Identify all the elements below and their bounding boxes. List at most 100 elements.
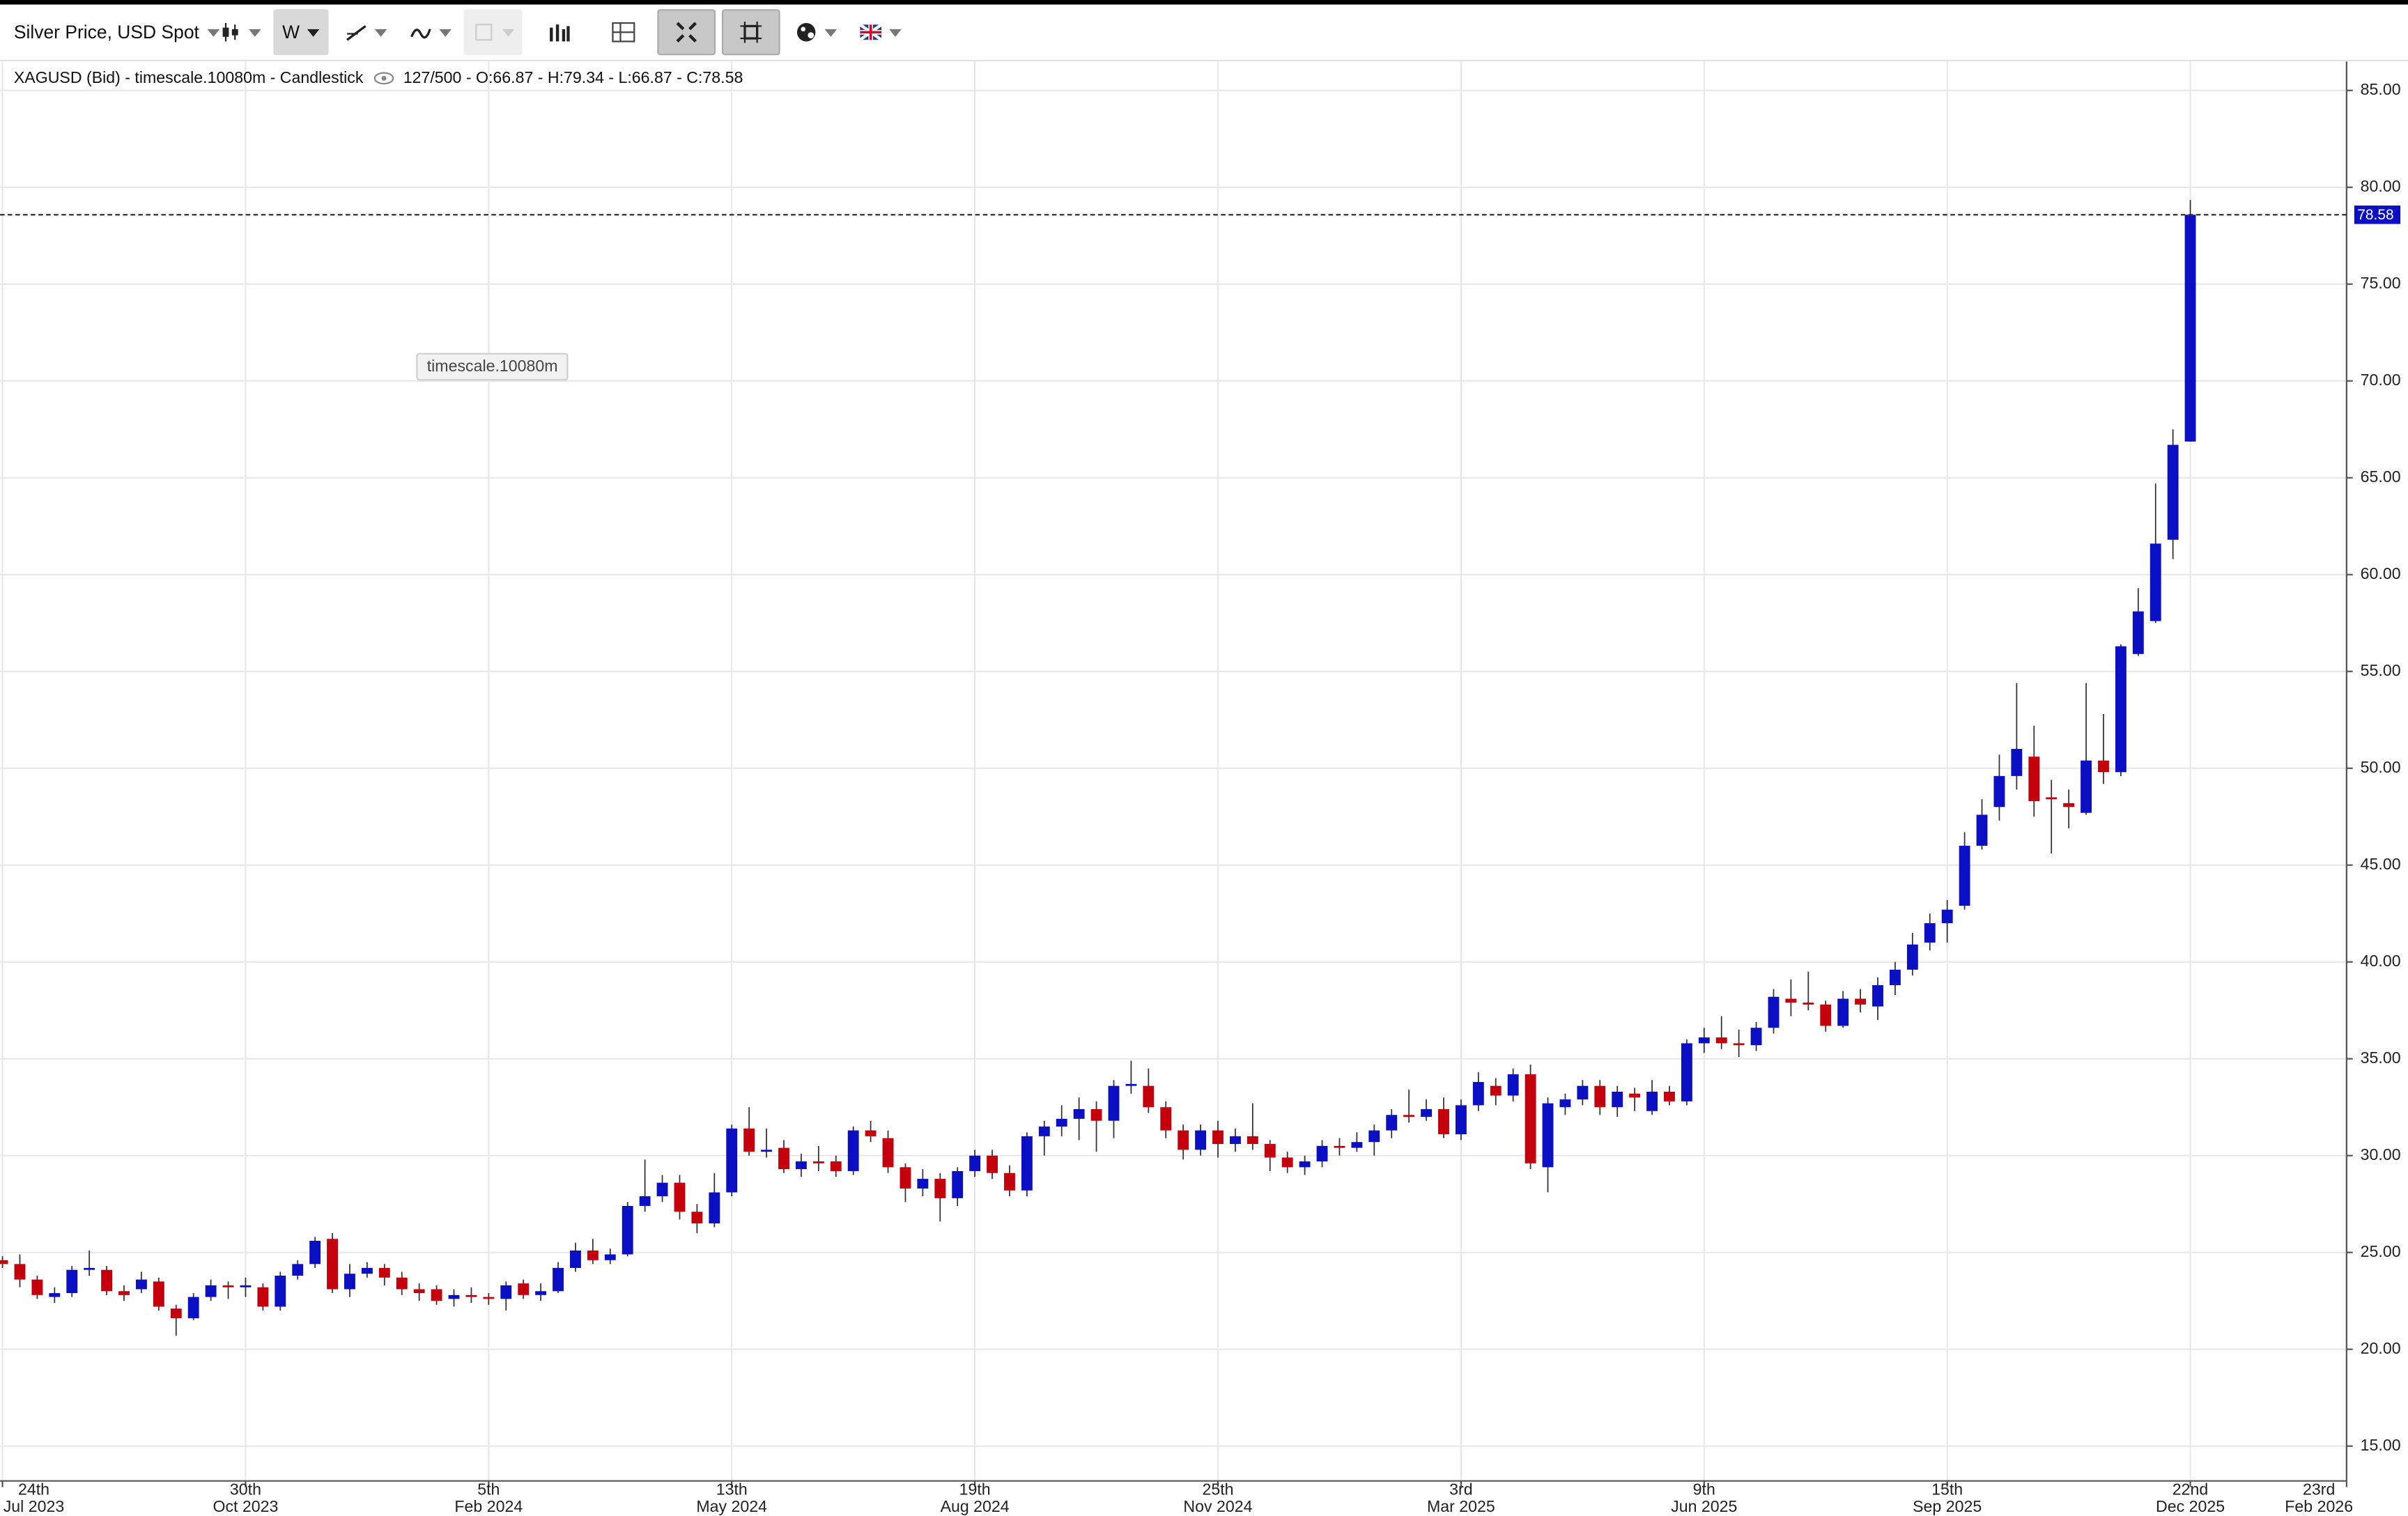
x-tick-label: 25th Nov 2024 xyxy=(1183,1480,1253,1516)
candle-body xyxy=(743,1128,755,1152)
interval: W xyxy=(282,21,300,43)
candle-body xyxy=(1299,1161,1311,1168)
candle-body xyxy=(847,1130,859,1171)
language-button[interactable] xyxy=(857,9,903,55)
candle-body xyxy=(1368,1130,1380,1143)
top-bar xyxy=(0,0,2408,5)
instrument-name: Silver Price, USD Spot xyxy=(13,21,199,43)
x-tick-label: 24th Jul 2023 xyxy=(3,1480,65,1516)
crosshair-button[interactable] xyxy=(605,9,642,55)
candle-body xyxy=(118,1291,130,1295)
candle-body xyxy=(1681,1043,1692,1101)
candle-body xyxy=(1559,1099,1571,1108)
candle-body xyxy=(49,1293,61,1297)
candle-body xyxy=(14,1264,26,1280)
instrument-select[interactable]: Silver Price, USD Spot xyxy=(14,9,219,55)
candle-body xyxy=(1629,1093,1641,1098)
candle-body xyxy=(309,1241,321,1264)
fullscreen-button[interactable] xyxy=(657,9,716,56)
candle-body xyxy=(1820,1004,1832,1026)
indicator-button[interactable] xyxy=(406,9,455,55)
x-tick-label: 3rd Mar 2025 xyxy=(1426,1480,1495,1516)
indicator-icon xyxy=(410,29,431,39)
y-tick-label: 70.00 xyxy=(2361,371,2401,389)
candle-body xyxy=(570,1250,581,1268)
candle-body xyxy=(1577,1085,1589,1100)
volume-button[interactable] xyxy=(541,9,578,55)
chart-type-button[interactable] xyxy=(215,9,265,55)
candle-body xyxy=(2011,748,2023,776)
candle-body xyxy=(518,1283,530,1295)
candle-body xyxy=(900,1167,911,1189)
candle-body xyxy=(1976,814,1988,846)
y-tick-label: 85.00 xyxy=(2361,80,2401,98)
candle-body xyxy=(1038,1126,1050,1136)
candle-body xyxy=(1959,845,1970,906)
candle-body xyxy=(1212,1130,1224,1145)
candle-body xyxy=(135,1279,147,1290)
x-tick-label: 30th Oct 2023 xyxy=(213,1480,279,1516)
candle-body xyxy=(1004,1173,1015,1191)
candle-body xyxy=(2167,444,2179,540)
candle-body xyxy=(1230,1136,1241,1145)
candle-body xyxy=(413,1289,425,1294)
palette-icon xyxy=(796,23,815,42)
toolbar: Silver Price, USD Spot W xyxy=(0,4,2408,62)
candle-body xyxy=(622,1205,633,1255)
candle-body xyxy=(795,1161,807,1170)
y-tick-label: 20.00 xyxy=(2361,1339,2401,1357)
candle-body xyxy=(2132,611,2144,654)
candle-body xyxy=(1160,1107,1172,1131)
candle-body xyxy=(378,1267,390,1278)
candle-body xyxy=(1403,1115,1415,1117)
candle-body xyxy=(2028,757,2040,801)
candle-body xyxy=(1073,1108,1085,1119)
candle-body xyxy=(1889,969,1901,986)
candle-body xyxy=(2115,646,2127,773)
x-tick-label: 23rd Feb 2026 xyxy=(2285,1480,2354,1516)
candle-body xyxy=(1525,1074,1536,1163)
candle-body xyxy=(205,1285,217,1297)
candle-body xyxy=(1594,1085,1606,1108)
line-icon xyxy=(346,25,366,41)
y-tick-label: 40.00 xyxy=(2361,952,2401,970)
candle-body xyxy=(674,1182,686,1212)
candle-body xyxy=(1472,1082,1484,1106)
candle-body xyxy=(761,1150,773,1152)
candle-body xyxy=(31,1279,43,1295)
candle-body xyxy=(882,1138,894,1168)
candle-body xyxy=(2184,215,2196,442)
candle-body xyxy=(1125,1083,1137,1086)
candle-body xyxy=(830,1161,842,1171)
plot-background xyxy=(0,61,2347,1481)
x-tick-label: 9th Jun 2025 xyxy=(1671,1480,1738,1516)
candle-body xyxy=(639,1196,651,1206)
candle-body xyxy=(361,1267,373,1274)
candle-body xyxy=(1664,1091,1675,1101)
line-tool-button[interactable] xyxy=(341,9,390,55)
candle-body xyxy=(170,1308,182,1319)
interval-button[interactable]: W xyxy=(273,9,329,56)
candle-body xyxy=(1316,1145,1328,1162)
disabled-button[interactable] xyxy=(463,9,523,56)
series-description: XAGUSD (Bid) - timescale.10080m - Candle… xyxy=(13,69,364,88)
candle-body xyxy=(240,1285,252,1287)
fit-icon xyxy=(740,21,762,43)
candle-body xyxy=(1906,944,1918,970)
chart-info: XAGUSD (Bid) - timescale.10080m - Candle… xyxy=(14,69,743,87)
candle-body xyxy=(327,1239,338,1290)
candle-body xyxy=(2150,543,2161,621)
eye-icon[interactable] xyxy=(373,70,394,86)
candle-body xyxy=(934,1179,946,1198)
palette-button[interactable] xyxy=(792,9,838,55)
candle-body xyxy=(153,1281,164,1307)
expand-icon xyxy=(676,22,697,43)
candle-body xyxy=(1698,1037,1710,1044)
fit-button[interactable] xyxy=(721,9,780,56)
candle-body xyxy=(1090,1108,1102,1121)
candle-body xyxy=(1264,1144,1276,1158)
candle-body xyxy=(2046,797,2058,800)
y-tick-label: 80.00 xyxy=(2361,177,2401,195)
candle-body xyxy=(1612,1091,1623,1108)
last-price-label: 78.58 xyxy=(2357,207,2393,223)
